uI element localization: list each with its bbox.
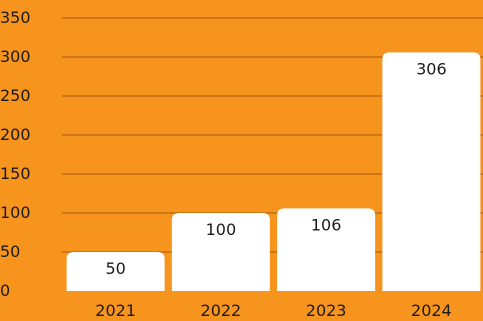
y-tick-label: 50 <box>0 242 20 261</box>
bar-value-label: 100 <box>206 220 237 239</box>
bar-2021 <box>66 252 165 291</box>
x-tick-label: 2024 <box>411 301 452 320</box>
y-tick-label: 300 <box>0 47 31 66</box>
x-tick-label: 2022 <box>201 301 242 320</box>
bars <box>66 52 481 291</box>
bar-value-label: 106 <box>311 215 342 234</box>
bar-value-label: 50 <box>105 259 125 278</box>
bar-2023 <box>277 208 376 291</box>
bar-2022 <box>171 213 270 291</box>
y-axis-tick-labels: 0 50 100 150 200 250 300 350 <box>0 8 31 300</box>
bar-value-label: 306 <box>416 59 447 78</box>
gridlines <box>62 17 483 253</box>
y-tick-label: 250 <box>0 86 31 105</box>
x-tick-label: 2023 <box>306 301 347 320</box>
y-tick-label: 350 <box>0 8 31 27</box>
y-tick-label: 0 <box>0 281 10 300</box>
x-tick-label: 2021 <box>95 301 136 320</box>
bar-2024 <box>382 52 481 291</box>
x-axis-tick-labels: 2021 2022 2023 2024 <box>95 301 451 320</box>
y-tick-label: 200 <box>0 125 31 144</box>
bar-value-labels: 50 100 106 306 <box>105 59 446 278</box>
y-tick-label: 150 <box>0 164 31 183</box>
y-tick-label: 100 <box>0 203 31 222</box>
